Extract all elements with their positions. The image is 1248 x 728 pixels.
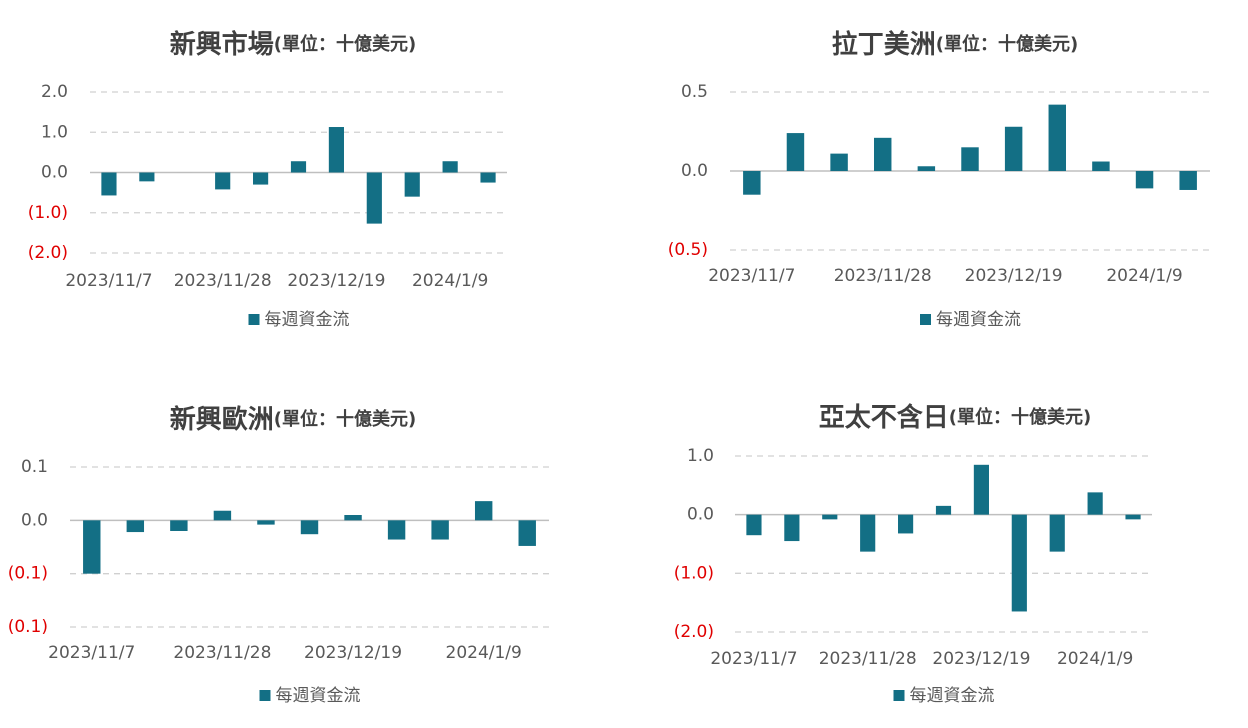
x-tick-label: 2023/11/28 (173, 643, 271, 663)
bar (935, 505, 952, 515)
bar (743, 171, 761, 195)
bar (874, 137, 892, 171)
x-tick-label: 2024/1/9 (412, 271, 488, 291)
y-tick-label: 0.5 (681, 82, 708, 102)
legend-label: 每週資金流 (265, 310, 350, 330)
y-tick-label: (1.0) (28, 203, 68, 223)
bar (366, 172, 382, 224)
bar (1179, 171, 1197, 190)
bar (860, 514, 876, 552)
bar (101, 172, 117, 196)
bar (961, 147, 979, 171)
x-tick-label: 2023/11/7 (710, 649, 797, 669)
bar (344, 515, 362, 521)
x-tick-label: 2023/12/19 (965, 266, 1063, 286)
y-tick-label: (1.0) (674, 563, 714, 583)
x-tick-label: 2023/11/7 (65, 271, 152, 291)
x-tick-label: 2023/11/28 (834, 266, 932, 286)
title-main: 新興歐洲 (170, 404, 274, 435)
x-tick-label: 2023/11/7 (48, 643, 135, 663)
title-unit: (單位：十億美元) (274, 33, 416, 55)
y-tick-label: (0.1) (8, 617, 48, 637)
x-tick-label: 2023/12/19 (932, 649, 1030, 669)
y-tick-label: 1.0 (687, 446, 714, 466)
bar (139, 172, 155, 182)
bar (431, 520, 449, 540)
title-unit: (單位：十億美元) (936, 33, 1078, 55)
x-tick-label: 2024/1/9 (1106, 266, 1182, 286)
legend-swatch (920, 314, 931, 325)
bar (480, 172, 496, 183)
legend-label: 每週資金流 (936, 310, 1021, 330)
y-tick-label: 0.0 (21, 510, 48, 530)
bar (442, 161, 458, 173)
bar (1004, 126, 1023, 171)
bar (917, 166, 936, 171)
bar (746, 514, 762, 536)
x-tick-label: 2023/12/19 (304, 643, 402, 663)
bar (474, 501, 493, 521)
title-unit: (單位：十億美元) (274, 408, 416, 430)
bar (518, 520, 536, 546)
legend-label: 每週資金流 (910, 686, 995, 706)
bar (387, 520, 406, 540)
chart-title: 拉丁美洲(單位：十億美元) (832, 29, 1078, 60)
x-tick-label: 2023/11/28 (819, 649, 917, 669)
y-tick-label: (2.0) (674, 622, 714, 642)
legend-swatch (248, 314, 260, 325)
title-main: 新興市場 (170, 29, 274, 60)
bar (1092, 161, 1110, 171)
bar (215, 172, 231, 190)
bar (126, 520, 145, 533)
y-tick-label: (2.0) (28, 243, 68, 263)
chart-title: 新興歐洲(單位：十億美元) (170, 404, 416, 435)
bar (973, 464, 989, 515)
y-tick-label: (0.5) (668, 240, 708, 260)
bar (898, 514, 914, 534)
bar (830, 153, 848, 171)
bar (300, 520, 319, 535)
bar (786, 133, 805, 171)
bar (170, 520, 188, 531)
x-tick-label: 2023/11/7 (708, 266, 795, 286)
bar (290, 161, 307, 173)
title-unit: (單位：十億美元) (949, 406, 1091, 428)
bar (253, 172, 269, 185)
y-tick-label: 0.0 (41, 163, 68, 183)
legend-label: 每週資金流 (276, 686, 361, 706)
y-tick-label: 0.1 (21, 457, 48, 477)
legend-swatch (893, 690, 905, 701)
y-tick-label: (0.1) (8, 564, 48, 584)
y-tick-label: 0.0 (681, 161, 708, 181)
y-tick-label: 2.0 (41, 82, 68, 102)
y-tick-label: 1.0 (41, 122, 68, 142)
bar (257, 520, 275, 525)
bar (822, 514, 838, 520)
bar (1011, 514, 1027, 612)
x-tick-label: 2023/12/19 (287, 271, 385, 291)
bar (1049, 514, 1065, 552)
bar (1087, 492, 1103, 515)
title-main: 拉丁美洲 (832, 29, 936, 60)
bar (784, 514, 800, 542)
title-main: 亞太不含日 (819, 402, 949, 433)
y-tick-label: 0.0 (687, 505, 714, 525)
bar (83, 520, 101, 574)
bar (404, 172, 420, 197)
bar (1125, 514, 1141, 520)
bar (1048, 104, 1066, 171)
x-tick-label: 2024/1/9 (1057, 649, 1133, 669)
chart-title: 新興市場(單位：十億美元) (170, 29, 416, 60)
x-tick-label: 2024/1/9 (446, 643, 522, 663)
legend-swatch (259, 690, 271, 701)
bar (1135, 171, 1154, 189)
bar (213, 510, 232, 521)
bar (328, 127, 344, 173)
x-tick-label: 2023/11/28 (174, 271, 272, 291)
chart-title: 亞太不含日(單位：十億美元) (819, 402, 1091, 433)
